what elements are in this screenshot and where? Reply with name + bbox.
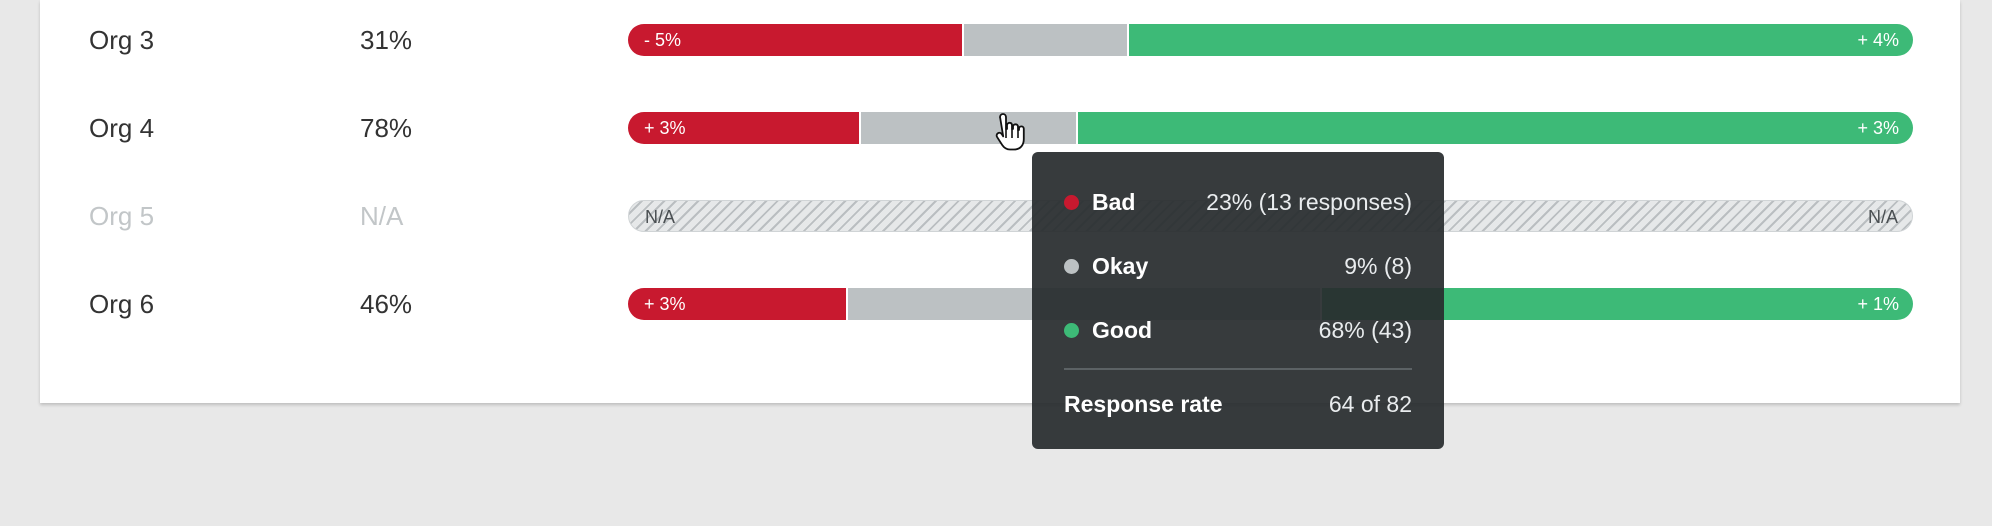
okay-dot-icon xyxy=(1064,258,1079,274)
org-name: Org 3 xyxy=(89,25,155,55)
okay-segment[interactable] xyxy=(859,112,1078,144)
tooltip-row-good: Good 68% (43) xyxy=(1064,310,1412,350)
breakdown-tooltip: Bad 23% (13 responses) Okay 9% (8) Good … xyxy=(1032,152,1444,449)
response-rate-value: 64 of 82 xyxy=(1328,390,1412,417)
hand-pointer-icon xyxy=(995,113,1025,151)
good-segment[interactable]: + 4% xyxy=(1129,24,1913,56)
sentiment-bar[interactable]: + 3% + 3% xyxy=(628,112,1913,144)
bad-segment[interactable]: + 3% xyxy=(628,288,847,320)
tooltip-row-okay: Okay 9% (8) xyxy=(1064,246,1412,286)
org-row: Org 4 78% + 3% + 3% xyxy=(40,108,1960,148)
bad-dot-icon xyxy=(1064,194,1079,210)
good-dot-icon xyxy=(1064,322,1079,338)
org-row: Org 5 N/A N/A N/A xyxy=(40,196,1960,236)
okay-segment[interactable] xyxy=(962,24,1130,56)
tooltip-value: 23% (13 responses) xyxy=(1206,188,1412,215)
na-label-right: N/A xyxy=(1867,207,1898,227)
org-name: Org 5 xyxy=(89,201,155,231)
good-segment[interactable]: + 3% xyxy=(1077,112,1913,144)
bad-segment[interactable]: - 5% xyxy=(628,24,963,56)
tooltip-row-response-rate: Response rate 64 of 82 xyxy=(1064,384,1412,424)
tooltip-value: 68% (43) xyxy=(1318,316,1412,343)
org-response-rate: 31% xyxy=(360,25,413,55)
bad-delta: + 3% xyxy=(644,294,686,314)
bad-delta: - 5% xyxy=(644,30,682,50)
response-rate-label: Response rate xyxy=(1064,390,1223,417)
org-row: Org 6 46% + 3% + 1% xyxy=(40,284,1960,324)
org-response-rate: N/A xyxy=(360,201,404,231)
org-name: Org 6 xyxy=(89,289,155,319)
org-response-rate: 78% xyxy=(360,113,413,143)
org-response-rate: 46% xyxy=(360,289,413,319)
tooltip-divider xyxy=(1064,368,1412,370)
good-delta: + 1% xyxy=(1857,294,1899,314)
tooltip-row-bad: Bad 23% (13 responses) xyxy=(1064,182,1412,222)
tooltip-label: Okay xyxy=(1092,252,1149,279)
na-label-left: N/A xyxy=(645,207,676,227)
org-row: Org 3 31% - 5% + 4% xyxy=(40,20,1960,60)
bad-delta: + 3% xyxy=(644,118,686,138)
sentiment-bar[interactable]: - 5% + 4% xyxy=(628,24,1913,56)
tooltip-label: Good xyxy=(1092,316,1153,343)
results-card: Org 3 31% - 5% + 4% Org 4 78% + 3% + 3% … xyxy=(40,0,1960,403)
good-delta: + 3% xyxy=(1857,118,1899,138)
tooltip-value: 9% (8) xyxy=(1344,252,1412,279)
org-name: Org 4 xyxy=(89,113,155,143)
bad-segment[interactable]: + 3% xyxy=(628,112,860,144)
good-delta: + 4% xyxy=(1857,30,1899,50)
tooltip-label: Bad xyxy=(1092,188,1136,215)
